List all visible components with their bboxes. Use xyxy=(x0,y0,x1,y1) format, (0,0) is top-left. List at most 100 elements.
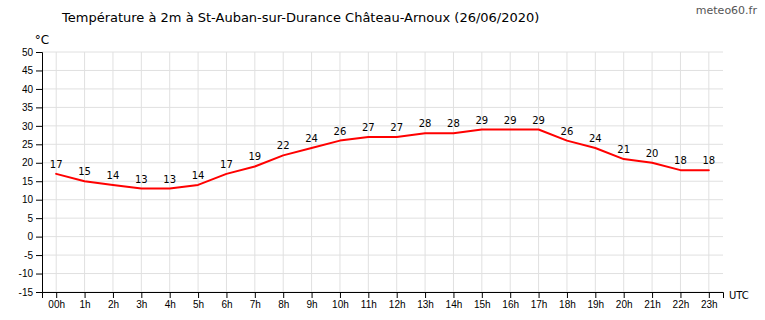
x-tick: 9h xyxy=(307,292,318,310)
data-label: 26 xyxy=(334,126,347,137)
x-tick-label: 14h xyxy=(446,299,463,310)
x-tick-label: 22h xyxy=(673,299,690,310)
x-tick: 11h xyxy=(361,292,377,310)
y-tick-label: 5 xyxy=(27,213,33,224)
x-tick: 22h xyxy=(673,292,690,310)
x-tick-label: 8h xyxy=(278,299,289,310)
grid-line xyxy=(42,52,723,53)
x-tick-mark xyxy=(141,292,142,298)
x-tick-label: 00h xyxy=(48,299,65,310)
data-label: 19 xyxy=(248,151,261,162)
x-tick: 16h xyxy=(502,292,519,310)
data-label: 21 xyxy=(617,144,630,155)
grid-line xyxy=(368,52,369,292)
data-label: 27 xyxy=(390,122,403,133)
y-tick-label: 50 xyxy=(22,47,34,58)
x-tick-label: 15h xyxy=(474,299,491,310)
x-tick-mark xyxy=(595,292,596,298)
x-tick: 14h xyxy=(446,292,463,310)
data-label: 18 xyxy=(674,155,687,166)
y-tick-mark xyxy=(36,107,42,108)
data-label: 17 xyxy=(220,159,233,170)
y-tick-label: 40 xyxy=(22,84,34,95)
marks xyxy=(56,130,709,189)
data-label: 14 xyxy=(107,170,120,181)
y-tick: -15 xyxy=(19,287,42,298)
grid-line xyxy=(652,52,653,292)
x-tick: 00h xyxy=(48,292,65,310)
data-label: 20 xyxy=(646,148,659,159)
data-label: 28 xyxy=(419,118,432,129)
x-tick-label: 21h xyxy=(644,299,661,310)
y-tick: 35 xyxy=(22,102,42,113)
grid-line xyxy=(42,70,723,71)
grid-line xyxy=(283,52,284,292)
y-tick-mark xyxy=(36,89,42,90)
grid-line xyxy=(396,52,397,292)
y-tick-label: 25 xyxy=(22,139,34,150)
grid-line xyxy=(566,52,567,292)
y-tick-label: 20 xyxy=(22,157,34,168)
data-label: 29 xyxy=(532,115,545,126)
x-tick-mark xyxy=(283,292,284,298)
x-tick: 19h xyxy=(587,292,604,310)
grid-line xyxy=(141,52,142,292)
data-label: 17 xyxy=(50,159,63,170)
annotation: meteo60.fr xyxy=(696,4,758,17)
y-axis-label: °C xyxy=(35,33,49,47)
y-tick-mark xyxy=(36,144,42,145)
x-tick-label: 3h xyxy=(136,299,147,310)
x-tick-mark xyxy=(709,292,710,298)
x-tick-label: 16h xyxy=(502,299,519,310)
x-tick-mark xyxy=(340,292,341,298)
x-tick-label: 7h xyxy=(250,299,261,310)
x-tick: 10h xyxy=(332,292,349,310)
data-label: 22 xyxy=(277,140,290,151)
x-tick: 12h xyxy=(389,292,406,310)
x-tick-mark xyxy=(539,292,540,298)
x-tick: 4h xyxy=(165,292,176,310)
data-label: 24 xyxy=(305,133,318,144)
grid-line xyxy=(425,52,426,292)
x-tick-label: 13h xyxy=(417,299,434,310)
data-label: 14 xyxy=(192,170,205,181)
x-tick-label: 5h xyxy=(193,299,204,310)
x-tick-mark xyxy=(226,292,227,298)
x-tick-label: 20h xyxy=(616,299,633,310)
x-tick-label: 6h xyxy=(221,299,232,310)
x-axis-label: UTC xyxy=(729,290,749,301)
y-tick-mark xyxy=(36,126,42,127)
x-tick: 21h xyxy=(644,292,661,310)
grid-line xyxy=(311,52,312,292)
x-tick: 20h xyxy=(616,292,633,310)
grid-line xyxy=(42,107,723,108)
grid-line xyxy=(56,52,57,292)
data-label: 28 xyxy=(447,118,460,129)
x-tick: 3h xyxy=(136,292,147,310)
temperature-line xyxy=(56,130,709,189)
y-tick-label: -10 xyxy=(19,268,34,279)
y-tick-mark xyxy=(36,218,42,219)
data-label: 15 xyxy=(78,166,91,177)
grid-line xyxy=(42,199,723,200)
x-tick-label: 2h xyxy=(108,299,119,310)
data-label: 26 xyxy=(561,126,574,137)
grid-line xyxy=(510,52,511,292)
grid-line xyxy=(42,88,723,89)
y-tick: 50 xyxy=(22,47,42,58)
chart: 00h1h2h3h4h5h6h7h8h9h10h11h12h13h14h15h1… xyxy=(0,0,765,320)
x-tick: 13h xyxy=(417,292,434,310)
y-tick-label: -15 xyxy=(19,287,34,298)
y-axis-line xyxy=(36,53,43,293)
y-tick: -10 xyxy=(19,268,42,279)
x-tick-mark xyxy=(680,292,681,298)
y-tick: 40 xyxy=(22,84,42,95)
grid-line xyxy=(42,236,723,237)
grid-line xyxy=(169,52,170,292)
data-label: 13 xyxy=(163,174,176,185)
x-axis: 00h1h2h3h4h5h6h7h8h9h10h11h12h13h14h15h1… xyxy=(43,292,724,310)
y-tick: 20 xyxy=(22,157,42,168)
x-tick: 17h xyxy=(531,292,548,310)
x-axis-line xyxy=(43,293,724,299)
y-tick: 15 xyxy=(22,176,42,187)
